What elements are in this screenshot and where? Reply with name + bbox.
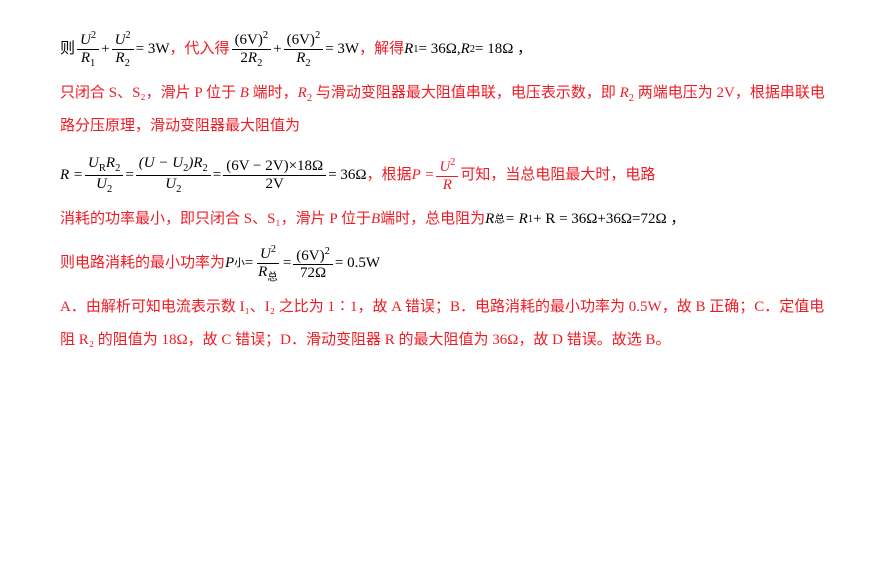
eq3-val: = 0.5W [335, 247, 380, 280]
plus-1: + [101, 33, 109, 66]
p2-c: 端时， [249, 85, 298, 101]
fraction-u2-r2: U2 R2 [110, 30, 136, 69]
p3-rtot: R [485, 203, 494, 236]
eq2-after2: 可知，当总电阻最大时，电路 [460, 159, 655, 192]
p3-b: B [371, 203, 380, 236]
p3-c: 端时，总电阻为 [380, 203, 485, 236]
text-solve: ，解得 [359, 33, 404, 66]
r2-val: = 18Ω ， [475, 33, 532, 66]
r1-sym: R [404, 33, 413, 66]
eq2-pfrac: U2 R [434, 157, 460, 193]
paragraph-5: A．由解析可知电流表示数 I₁、I₂ 之比为 1∶1，故 A 错误；B．电路消耗… [60, 291, 831, 357]
p2-d: R [298, 85, 307, 101]
p2-a: 只闭合 S、S₂，滑片 P 位于 [60, 85, 240, 101]
p3-plus: + R = 36Ω+36Ω=72Ω ， [533, 203, 685, 236]
p3-a: 消耗的功率最小，即只闭合 S、S₁，滑片 P 位于 [60, 203, 371, 236]
text-pre: 则 [60, 33, 75, 66]
paragraph-3: 消耗的功率最小，即只闭合 S、S₁，滑片 P 位于 B 端时，总电阻为 R总 =… [60, 203, 831, 236]
fraction-6v2-r2: (6V)2 R2 [282, 30, 326, 69]
eq-3w-1: = 3W [136, 33, 170, 66]
paragraph-2: 只闭合 S、S₂，滑片 P 位于 B 端时，R2 与滑动变阻器最大阻值串联，电压… [60, 77, 831, 143]
equation-line-2: R = URR2 U2 = (U − U2)R2 U2 = (6V − 2V)×… [60, 155, 831, 195]
p3-eq: = R [505, 203, 528, 236]
fraction-6v2-2r2: (6V)2 2R2 [230, 30, 274, 69]
eq3-frac2: (6V)2 72Ω [291, 246, 335, 282]
fraction-u2-r1: U2 R1 [75, 30, 101, 69]
eq2-p: P = [412, 159, 435, 192]
equation-line-3: 则电路消耗的最小功率为 P小 = U2 R总 = (6V)2 72Ω = 0.5… [60, 244, 831, 283]
equation-line-1: 则 U2 R1 + U2 R2 = 3W ，代入得 (6V)2 2R2 + (6… [60, 30, 831, 69]
plus-2: + [273, 33, 281, 66]
p2-e: 与滑动变阻器最大阻值串联，电压表示数，即 [312, 85, 620, 101]
p4-a: 则电路消耗的最小功率为 [60, 247, 225, 280]
eq2-val: = 36Ω [328, 159, 366, 192]
eq3-lhs: P [225, 247, 234, 280]
eq2-frac3: (6V − 2V)×18Ω 2V [221, 158, 328, 192]
eq-3w-2: = 3W [325, 33, 359, 66]
eq2-after1: ，根据 [367, 159, 412, 192]
eq2-frac1: URR2 U2 [83, 155, 125, 195]
eq2-lhs: R = [60, 159, 83, 192]
p2-b: B [240, 85, 249, 101]
r1-val: = 36Ω, [419, 33, 461, 66]
eq2-frac2: (U − U2)R2 U2 [134, 155, 213, 195]
text-mid: ，代入得 [170, 33, 230, 66]
eq3-frac1: U2 R总 [253, 244, 283, 283]
p2-f: R [620, 85, 629, 101]
r2-sym: R [461, 33, 470, 66]
